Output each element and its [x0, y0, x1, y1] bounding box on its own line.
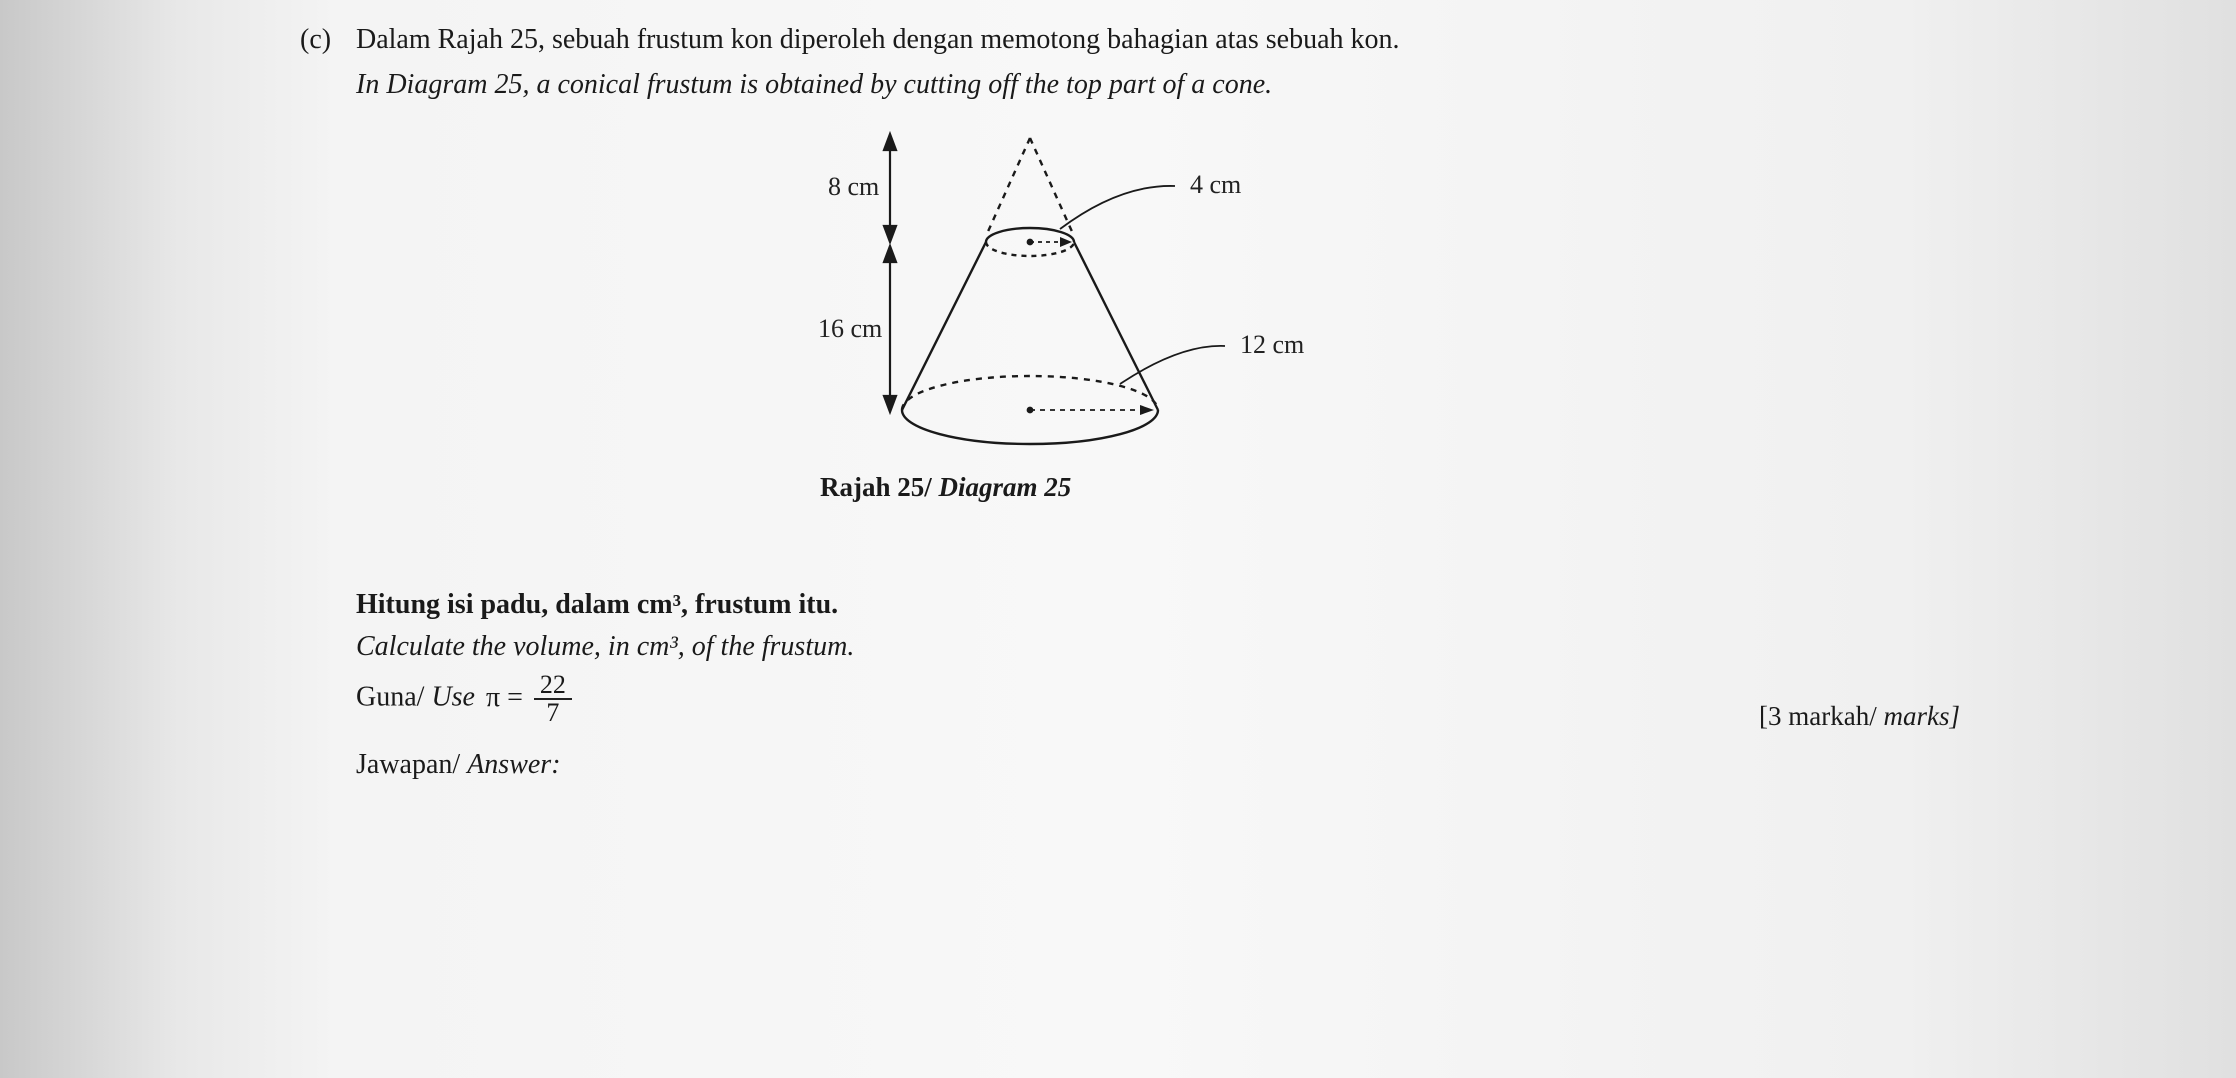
- label-12cm: 12 cm: [1240, 330, 1304, 360]
- frustum-diagram: [720, 124, 1340, 484]
- diagram-area: 8 cm 16 cm 4 cm 12 cm Rajah 25/ Diagram …: [300, 124, 2000, 504]
- label-4cm: 4 cm: [1190, 170, 1241, 200]
- prompt-ms: Hitung isi padu, dalam cm³, frustum itu.: [356, 584, 2000, 626]
- diagram-caption: Rajah 25/ Diagram 25: [820, 472, 1071, 503]
- question-text-en: In Diagram 25, a conical frustum is obta…: [356, 65, 2000, 104]
- marks-label: [3 markah/ marks]: [1759, 696, 1960, 737]
- prompt-en: Calculate the volume, in cm³, of the fru…: [356, 626, 2000, 668]
- question-label: (c): [300, 20, 344, 59]
- question-line-en: In Diagram 25, a conical frustum is obta…: [300, 65, 2000, 104]
- label-16cm: 16 cm: [818, 314, 882, 344]
- caption-en: Diagram 25: [939, 472, 1072, 502]
- pi-line: Guna/ Use π = 22 7: [356, 672, 2000, 726]
- pi-fraction: 22 7: [534, 672, 572, 726]
- prompt-block: Hitung isi padu, dalam cm³, frustum itu.…: [356, 584, 2000, 786]
- label-8cm: 8 cm: [828, 172, 879, 202]
- question-text-ms: Dalam Rajah 25, sebuah frustum kon diper…: [356, 20, 2000, 59]
- question-line-ms: (c) Dalam Rajah 25, sebuah frustum kon d…: [300, 20, 2000, 59]
- answer-line: Jawapan/ Answer: [3 markah/ marks]: [356, 744, 2000, 786]
- page-content: (c) Dalam Rajah 25, sebuah frustum kon d…: [300, 20, 2000, 786]
- caption-ms: Rajah 25: [820, 472, 924, 502]
